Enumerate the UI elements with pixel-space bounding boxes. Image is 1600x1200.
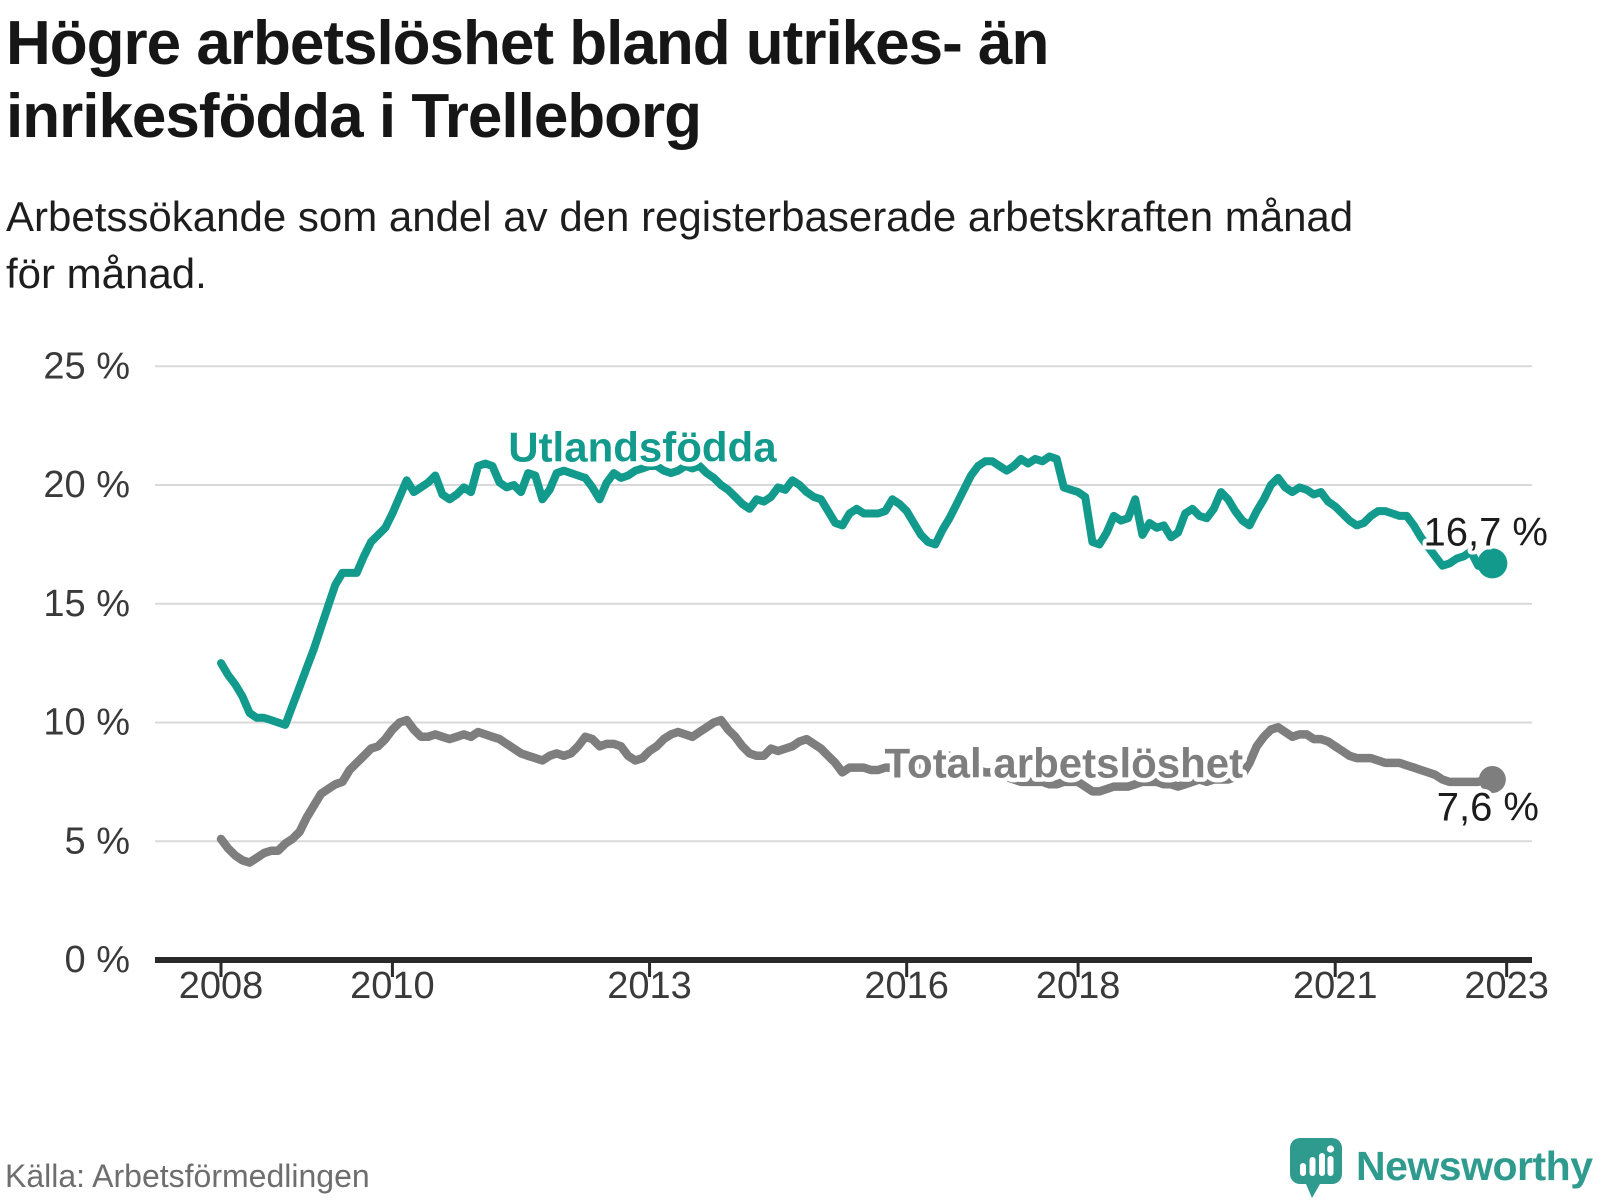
x-axis-label-2021: 2021 xyxy=(1293,965,1378,1007)
y-axis-label-10: 10 % xyxy=(43,702,130,744)
series-label-utlandsf-dda: Utlandsfödda xyxy=(508,424,777,471)
x-axis-label-2018: 2018 xyxy=(1036,965,1121,1007)
source-note: Källa: Arbetsförmedlingen xyxy=(5,1158,370,1194)
chart-subtitle-line2: för månad. xyxy=(6,250,207,298)
series-end-value-total-arbetsl-shet: 7,6 % xyxy=(1437,786,1539,830)
y-axis-label-20: 20 % xyxy=(43,464,130,506)
series-end-dot-utlandsf-dda xyxy=(1477,548,1508,579)
y-axis-label-25: 25 % xyxy=(43,345,130,387)
series-line-total-arbetsl-shet xyxy=(216,715,1497,867)
x-axis-label-2023: 2023 xyxy=(1464,965,1549,1007)
chart-title-line1: Högre arbetslöshet bland utrikes- än xyxy=(6,9,1049,78)
x-axis-label-2016: 2016 xyxy=(864,965,949,1007)
x-axis-label-2013: 2013 xyxy=(607,965,692,1007)
series-label-total-arbetsl-shet: Total arbetslöshet xyxy=(885,739,1244,786)
y-axis-label-15: 15 % xyxy=(43,583,130,625)
series-end-dot-total-arbetsl-shet xyxy=(1478,766,1506,793)
y-axis-label-5: 5 % xyxy=(65,820,130,862)
chart-subtitle-line1: Arbetssökande som andel av den registerb… xyxy=(6,193,1354,240)
y-axis-label-0: 0 % xyxy=(65,939,130,981)
newsworthy-logo: Newsworthy xyxy=(1290,1138,1593,1200)
series-end-value-utlandsf-dda: 16,7 % xyxy=(1423,510,1548,554)
chart-title-line2: inrikesfödda i Trelleborg xyxy=(6,81,702,151)
chart-title: Högre arbetslöshet bland utrikes- än inr… xyxy=(6,8,1406,153)
newsworthy-pin-barchart-icon xyxy=(1290,1138,1342,1198)
series-line-utlandsf-dda xyxy=(217,452,1497,729)
x-axis-label-2008: 2008 xyxy=(179,965,264,1007)
x-axis-label-2010: 2010 xyxy=(350,965,435,1007)
unemployment-line-chart: 0 % 5 % 10 % 15 % 20 % 25 % 2008 2010 2013 2016 20… xyxy=(43,345,1552,1007)
chart-subtitle: Arbetssökande som andel av den registerb… xyxy=(6,188,1546,302)
newsworthy-logo-text: Newsworthy xyxy=(1356,1143,1593,1189)
